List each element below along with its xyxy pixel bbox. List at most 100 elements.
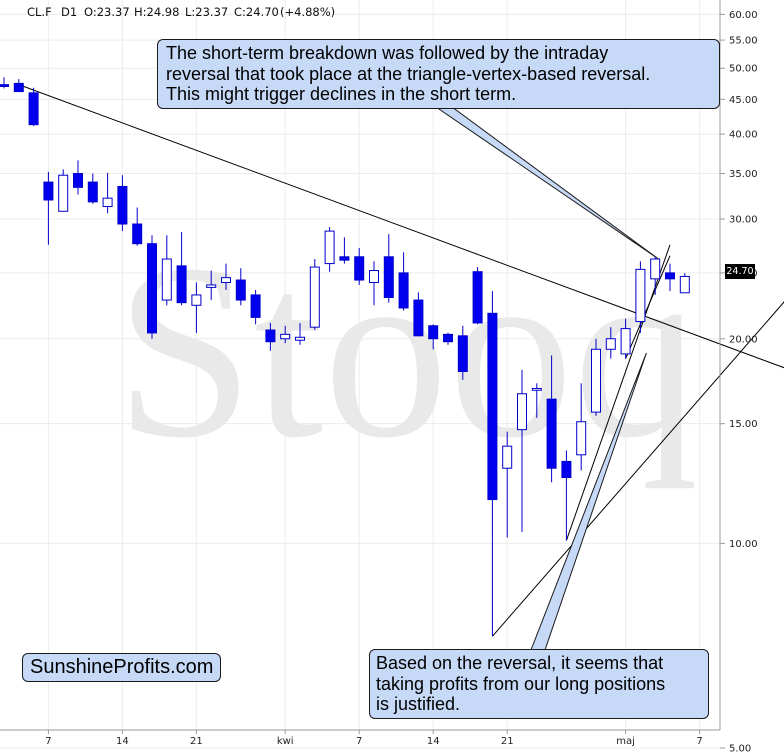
candle-body-bearish <box>28 92 39 126</box>
candle-body-bearish <box>132 223 143 245</box>
candle <box>309 259 320 331</box>
candle <box>132 207 143 246</box>
candle-body-bullish <box>502 445 513 469</box>
annotation-top-line: This might trigger declines in the short… <box>166 84 517 105</box>
y-tick-label: 10.00 <box>729 539 758 550</box>
candle-body-bearish <box>87 181 98 203</box>
candle <box>102 172 113 214</box>
candle-body-bullish <box>517 393 527 431</box>
candle-body-bearish <box>398 272 409 309</box>
x-tick-label: maj <box>616 736 635 747</box>
candle-body-bullish <box>650 258 661 280</box>
x-tick-label: 21 <box>501 736 514 747</box>
header-high: H:24.98 <box>134 5 179 19</box>
candle <box>58 169 69 212</box>
candle-body-bullish <box>280 333 291 340</box>
candle-body-bearish <box>354 256 365 281</box>
candle-body-bearish <box>13 82 24 93</box>
annotation-bottom-line: taking profits from our long positions <box>376 673 666 694</box>
x-tick-label: 14 <box>427 736 440 747</box>
candle-body-bearish <box>73 173 83 188</box>
candle <box>413 292 424 337</box>
candle-body-bearish <box>428 325 439 340</box>
candle-body-bearish <box>665 272 675 280</box>
candle-body-bullish <box>324 230 335 265</box>
candle <box>620 318 631 359</box>
annotation-top: The short-term breakdown was followed by… <box>157 39 720 109</box>
header-change: (+4.88%) <box>280 5 335 19</box>
y-tick-labels: 5.0010.0015.0020.0025.0030.0035.0040.004… <box>720 10 758 754</box>
candle <box>280 325 291 344</box>
y-tick-label: 40.00 <box>729 130 758 141</box>
trendline <box>18 84 784 369</box>
y-tick-label: 45.00 <box>729 95 758 106</box>
candle-body-bullish <box>102 197 113 208</box>
candles <box>0 77 690 637</box>
chart-header: CL.F D1 O:23.37 H:24.98 L:23.37 C:24.70 … <box>27 5 335 19</box>
candle <box>443 332 453 345</box>
candle-body-bullish <box>605 338 616 350</box>
candle-body-bearish <box>0 84 9 87</box>
candle-body-bullish <box>309 266 320 328</box>
candle-body-bullish <box>531 387 542 391</box>
candle <box>354 247 365 285</box>
candle-body-bearish <box>413 299 424 337</box>
candle-body-bullish <box>679 275 690 294</box>
candle <box>472 267 483 325</box>
candle-body-bullish <box>369 270 379 283</box>
trendline <box>625 255 671 359</box>
candle-body-bullish <box>295 336 305 341</box>
x-tick-label: kwi <box>277 736 294 747</box>
candle-body-bearish <box>43 181 54 201</box>
last-price-badge: 24.70 <box>725 264 755 279</box>
annotation-top-line: The short-term breakdown was followed by… <box>166 43 609 63</box>
candle <box>398 252 409 311</box>
watermark: Stooq <box>115 213 699 490</box>
annotation-bottom: Based on the reversal, it seems that tak… <box>369 649 709 719</box>
candle-body-bearish <box>443 333 453 343</box>
sunshine-profits-logo: SunshineProfits.com <box>22 653 222 682</box>
candle-body-bearish <box>250 294 261 318</box>
candle-body-bearish <box>457 335 468 373</box>
candle <box>43 171 54 245</box>
annotation-bottom-line: is justified. <box>376 694 461 715</box>
trendline <box>492 301 784 637</box>
candle <box>457 325 468 380</box>
header-symbol: CL.F <box>27 5 52 19</box>
trendline <box>565 244 671 541</box>
candle <box>487 291 498 637</box>
price-axis <box>0 0 721 731</box>
candle-body-bearish <box>117 185 128 225</box>
candle <box>0 77 9 89</box>
y-tick-label: 15.00 <box>729 419 758 430</box>
candle <box>28 87 39 127</box>
candle <box>250 289 261 325</box>
candle-body-bearish <box>147 243 157 334</box>
candle <box>428 324 439 350</box>
candle-body-bullish <box>191 294 202 306</box>
candle <box>161 235 172 306</box>
candle <box>531 383 542 418</box>
candle <box>650 256 661 295</box>
candle-body-bullish <box>620 328 631 355</box>
candle-body-bullish <box>161 258 172 301</box>
candle <box>561 450 572 541</box>
candle-body-bullish <box>206 284 217 288</box>
annotation-bottom-line: Based on the reversal, it seems that <box>376 653 664 673</box>
candle <box>576 383 587 471</box>
x-tick-label: 21 <box>190 736 203 747</box>
candle <box>206 270 217 301</box>
candle <box>679 273 690 294</box>
candle-body-bearish <box>235 279 246 301</box>
y-tick-label: 50.00 <box>729 64 758 75</box>
x-tick-label: 7 <box>696 736 702 747</box>
candle-body-bearish <box>487 312 498 501</box>
candle-body-bullish <box>221 277 231 283</box>
candle-body-bearish <box>383 256 394 298</box>
candle <box>265 322 276 351</box>
candle-body-bullish <box>576 421 587 456</box>
x-tick-label: 14 <box>116 736 129 747</box>
candle <box>73 160 83 195</box>
y-tick-label: 55.00 <box>729 36 758 47</box>
